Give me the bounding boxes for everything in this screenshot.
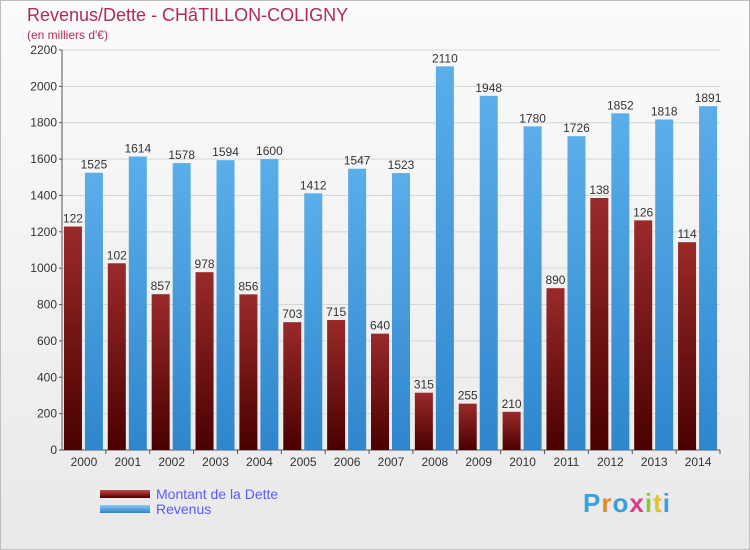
x-tick-label: 2007 xyxy=(378,455,405,469)
y-tick-label: 1600 xyxy=(30,152,57,166)
data-label-dette: 210 xyxy=(502,397,522,411)
bar-dette xyxy=(63,226,82,450)
bar-revenus xyxy=(216,160,235,450)
bar-dette xyxy=(414,392,433,450)
bar-revenus xyxy=(611,113,630,450)
data-label-revenus: 1412 xyxy=(300,178,327,192)
data-label-dette: 715 xyxy=(326,305,346,319)
data-label-revenus: 1578 xyxy=(168,148,195,162)
chart-title: Revenus/Dette - CHâTILLON-COLIGNY xyxy=(27,5,349,25)
x-tick-label: 2006 xyxy=(334,455,361,469)
x-tick-label: 2002 xyxy=(158,455,185,469)
data-label-revenus: 1594 xyxy=(212,145,239,159)
legend-item-revenus: Revenus xyxy=(100,501,211,517)
x-tick-label: 2003 xyxy=(202,455,229,469)
data-label-revenus: 1614 xyxy=(124,142,151,156)
data-label-dette: 703 xyxy=(282,307,302,321)
x-tick-label: 2004 xyxy=(246,455,273,469)
data-label-revenus: 1818 xyxy=(651,104,678,118)
data-label-revenus: 1891 xyxy=(695,91,722,105)
y-tick-label: 1200 xyxy=(30,225,57,239)
data-label-revenus: 1525 xyxy=(81,158,108,172)
data-label-dette: 138 xyxy=(589,183,609,197)
data-label-revenus: 1852 xyxy=(607,98,634,112)
x-tick-label: 2009 xyxy=(465,455,492,469)
bar-revenus xyxy=(84,172,103,450)
bar-revenus xyxy=(392,173,410,450)
legend-item-dette: Montant de la Dette xyxy=(100,486,278,502)
legend-swatch-revenus xyxy=(100,505,150,513)
bar-revenus xyxy=(348,168,367,450)
data-label-dette: 857 xyxy=(151,279,171,293)
y-tick-label: 400 xyxy=(37,370,57,384)
y-tick-label: 1000 xyxy=(30,261,57,275)
x-tick-label: 2001 xyxy=(114,455,141,469)
x-tick-label: 2012 xyxy=(597,455,624,469)
bar-dette xyxy=(107,263,126,450)
bar-revenus xyxy=(567,136,586,450)
y-tick-label: 2200 xyxy=(30,43,57,57)
x-tick-label: 2000 xyxy=(71,455,98,469)
y-tick-label: 200 xyxy=(37,407,57,421)
bar-revenus xyxy=(260,159,279,450)
x-tick-label: 2008 xyxy=(422,455,449,469)
x-tick-label: 2011 xyxy=(554,455,580,469)
data-label-revenus: 1726 xyxy=(563,121,590,135)
bar-revenus xyxy=(523,126,542,450)
legend-label-revenus: Revenus xyxy=(156,501,212,517)
data-label-dette: 640 xyxy=(370,319,390,333)
data-label-dette: 102 xyxy=(107,248,127,262)
x-tick-label: 2010 xyxy=(509,455,536,469)
data-label-dette: 890 xyxy=(545,273,565,287)
x-tick-label: 2005 xyxy=(290,455,317,469)
bar-dette xyxy=(283,322,302,450)
data-label-revenus: 1780 xyxy=(519,111,546,125)
bar-revenus xyxy=(655,119,674,451)
bar-revenus xyxy=(699,106,718,450)
y-tick-label: 1800 xyxy=(30,116,57,130)
bar-dette xyxy=(151,294,170,450)
bar-dette xyxy=(546,288,565,450)
y-tick-label: 2000 xyxy=(30,79,57,93)
bar-dette xyxy=(502,411,521,450)
bar-dette xyxy=(371,333,389,450)
legend-swatch-dette xyxy=(100,490,150,498)
data-label-revenus: 1523 xyxy=(388,158,415,172)
data-label-revenus: 1948 xyxy=(475,81,502,95)
data-label-dette: 856 xyxy=(238,279,258,293)
proxiti-logo: Proxiti xyxy=(583,488,671,518)
bar-dette xyxy=(678,242,697,450)
data-label-revenus: 1600 xyxy=(256,144,283,158)
bar-revenus xyxy=(304,193,323,451)
bar-dette xyxy=(239,294,258,450)
x-tick-label: 2013 xyxy=(641,455,668,469)
bar-dette xyxy=(327,320,346,450)
data-label-dette: 315 xyxy=(414,378,434,392)
y-tick-label: 1400 xyxy=(30,188,57,202)
bar-revenus xyxy=(435,66,454,450)
data-label-dette: 122 xyxy=(63,212,83,226)
y-tick-label: 800 xyxy=(37,298,57,312)
x-tick-label: 2014 xyxy=(685,455,712,469)
data-label-dette: 255 xyxy=(458,389,478,403)
data-label-dette: 114 xyxy=(677,227,696,241)
bar-revenus xyxy=(128,156,147,450)
data-label-revenus: 2110 xyxy=(432,51,458,65)
bar-revenus xyxy=(172,163,191,450)
bar-dette xyxy=(195,272,214,450)
data-label-revenus: 1547 xyxy=(344,154,371,168)
chart-subtitle: (en milliers d'€) xyxy=(27,28,108,42)
bar-revenus xyxy=(479,95,498,451)
y-tick-label: 600 xyxy=(37,334,57,348)
y-tick-label: 0 xyxy=(50,443,57,457)
bar-dette xyxy=(590,198,609,450)
bar-dette xyxy=(458,403,477,450)
legend-label-dette: Montant de la Dette xyxy=(156,486,279,502)
bar-dette xyxy=(634,220,653,450)
data-label-dette: 978 xyxy=(195,257,215,271)
data-label-dette: 126 xyxy=(633,205,653,219)
